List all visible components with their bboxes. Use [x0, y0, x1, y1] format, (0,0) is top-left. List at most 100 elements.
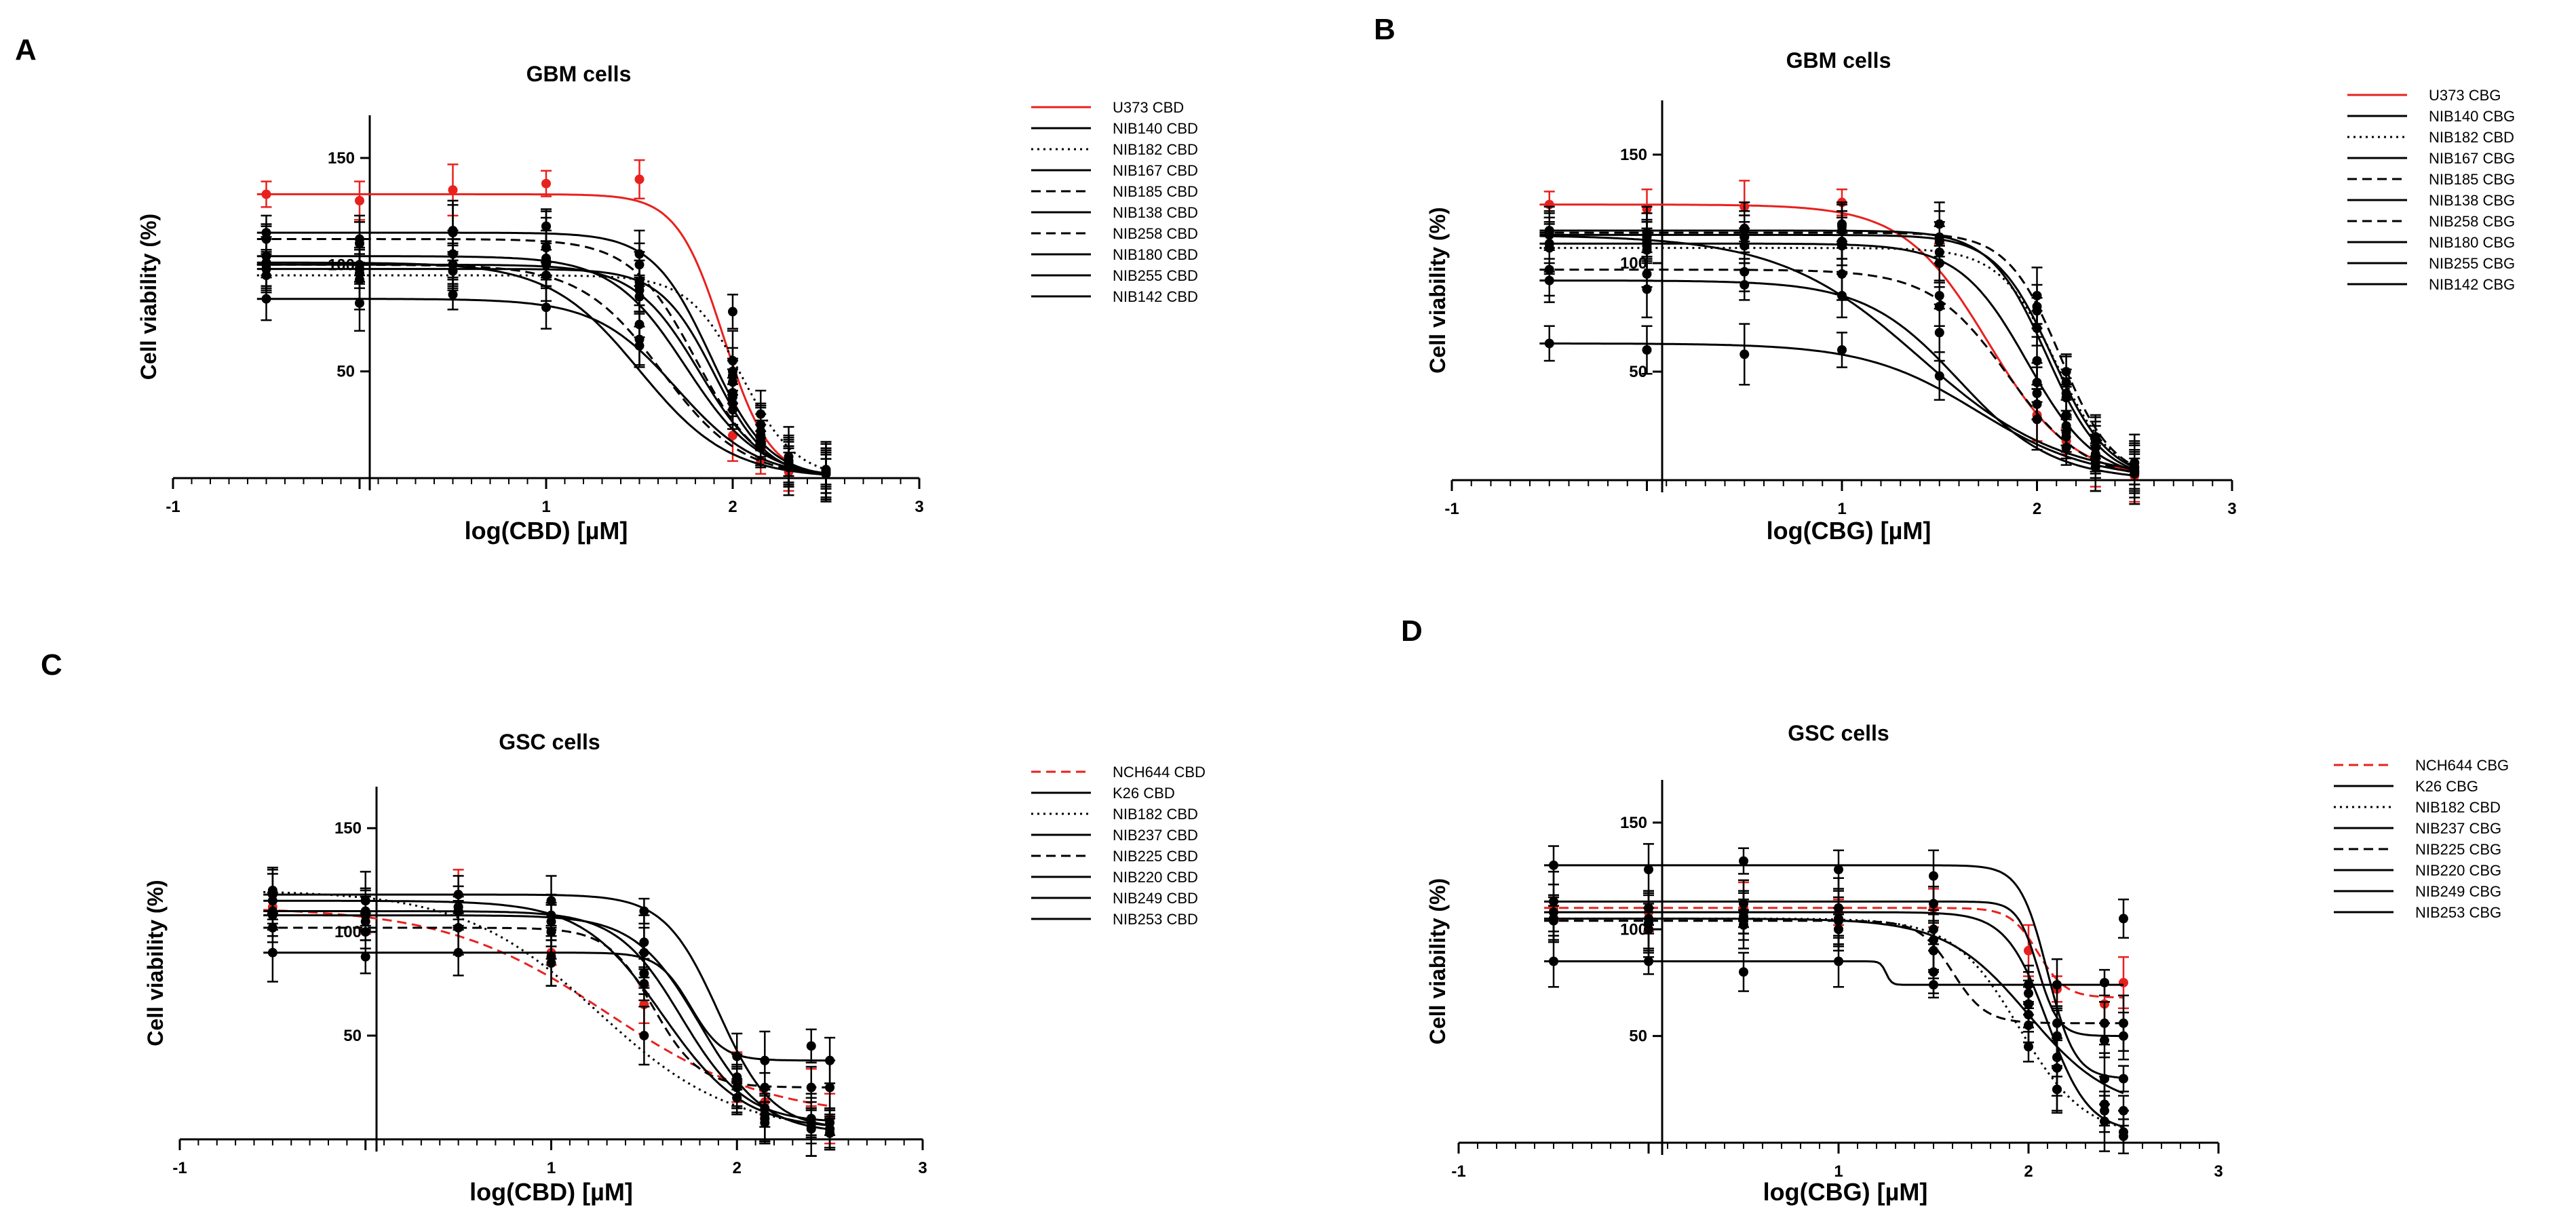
x-tick-label: 1 [541, 498, 550, 516]
x-tick-label: 1 [1837, 500, 1846, 518]
data-point [261, 258, 271, 268]
data-point [756, 439, 766, 449]
legend-label: NIB255 CBD [1113, 267, 1198, 284]
series-nib253-cbg [1544, 896, 2129, 1133]
data-point [821, 469, 831, 479]
data-point [261, 228, 271, 238]
data-point [1934, 219, 1944, 229]
chart-title: GSC cells [1788, 721, 1889, 745]
data-point [546, 910, 556, 920]
series-nib142-cbg [1539, 210, 2140, 498]
data-point [1739, 232, 1750, 242]
fit-curve [1544, 918, 2124, 1095]
legend-label: NIB167 CBG [2429, 150, 2515, 167]
y-axis-label: Cell viability (%) [136, 214, 161, 380]
data-point [728, 398, 737, 408]
data-point [1549, 860, 1558, 870]
data-point [825, 1082, 835, 1093]
series-nib142-cbd [256, 238, 832, 500]
data-point [728, 355, 737, 366]
legend-label: NIB258 CBD [1113, 225, 1198, 242]
data-point [2119, 1105, 2128, 1116]
data-point [1544, 230, 1554, 240]
data-point [1934, 258, 1944, 268]
data-point [2100, 977, 2109, 987]
data-point [1642, 284, 1652, 294]
fit-curve [256, 298, 826, 475]
data-point [1644, 865, 1653, 875]
legend-label: NIB182 CBD [1113, 806, 1198, 823]
legend-label: NCH644 CBD [1113, 764, 1206, 781]
data-point [2052, 1084, 2062, 1095]
data-point [732, 1093, 742, 1103]
series-nch644-cbg [1544, 881, 2129, 1025]
fit-curve [1539, 235, 2135, 470]
legend-label: NIB138 CBG [2429, 192, 2515, 209]
y-tick-label: 50 [1629, 363, 1647, 381]
panel-letter: B [1374, 13, 1396, 46]
data-point [2090, 454, 2100, 463]
data-point [639, 937, 649, 947]
data-point [1934, 302, 1944, 311]
x-tick-label: 3 [918, 1159, 927, 1177]
legend-label: NIB255 CBG [2429, 255, 2515, 272]
legend-label: NIB249 CBG [2415, 883, 2501, 900]
fit-curve [1544, 864, 2124, 1079]
data-point [1549, 956, 1558, 966]
data-point [2130, 467, 2140, 477]
fit-curve [256, 261, 826, 476]
y-tick-label: 50 [1629, 1027, 1647, 1046]
x-tick-label: 3 [2214, 1162, 2223, 1181]
legend-label: NIB225 CBD [1113, 848, 1198, 865]
data-point [1929, 945, 1938, 956]
x-tick-label: -1 [1451, 1162, 1465, 1181]
data-point [2119, 914, 2128, 924]
data-point [1837, 241, 1847, 251]
legend: U373 CBD NIB140 CBD NIB182 CBD NIB167 CBD NI… [1031, 99, 1198, 305]
legend-label: NIB237 CBD [1113, 827, 1198, 844]
y-tick-label: 50 [337, 363, 355, 381]
panel-letter: C [41, 648, 62, 682]
series-nib180-cbd [256, 274, 832, 496]
legend-label: U373 CBD [1113, 99, 1184, 116]
panel-D: D GSC cells -1 1 2 3 50 100 150 log(CBG) [µM] Cell… [1401, 614, 2509, 1206]
data-point [1642, 237, 1652, 246]
legend-label: NIB180 CBG [2429, 234, 2515, 251]
data-point [355, 195, 364, 205]
legend-label: NIB185 CBD [1113, 183, 1198, 200]
data-point [634, 249, 645, 259]
legend-label: NIB138 CBD [1113, 204, 1198, 221]
legend: NCH644 CBD K26 CBD NIB182 CBD NIB237 CBD NIB… [1031, 764, 1206, 928]
data-point [2119, 977, 2128, 987]
x-tick-label: 3 [915, 498, 923, 516]
y-tick-label: 100 [334, 923, 362, 941]
legend-label: K26 CBG [2415, 778, 2478, 795]
legend-label: NIB182 CBD [2415, 799, 2501, 816]
data-point [1739, 280, 1750, 290]
data-point [448, 225, 458, 235]
data-point [806, 1124, 816, 1134]
legend-label: NIB185 CBG [2429, 171, 2515, 188]
legend: U373 CBG NIB140 CBG NIB182 CBD NIB167 CBG NI… [2347, 87, 2515, 293]
fit-curve [256, 231, 826, 475]
y-axis-label: Cell viability (%) [1425, 207, 1450, 373]
data-point [1644, 924, 1653, 935]
data-point [2100, 1035, 2109, 1045]
x-tick-label: 2 [728, 498, 737, 516]
legend-label: NIB140 CBG [2429, 108, 2515, 125]
data-point [355, 298, 364, 308]
y-tick-label: 50 [343, 1027, 362, 1045]
data-point [634, 174, 645, 184]
y-axis-label: Cell viability (%) [143, 880, 168, 1046]
data-point [1642, 345, 1652, 355]
data-point [453, 906, 463, 916]
y-tick-label: 150 [328, 149, 355, 168]
data-point [1549, 914, 1558, 924]
data-point [760, 1055, 770, 1065]
data-point [634, 292, 645, 302]
data-point [1934, 328, 1944, 338]
series-nib249-cbg [1544, 898, 2129, 1012]
fit-curve [1539, 279, 2135, 477]
legend-label: NIB237 CBG [2415, 820, 2501, 837]
